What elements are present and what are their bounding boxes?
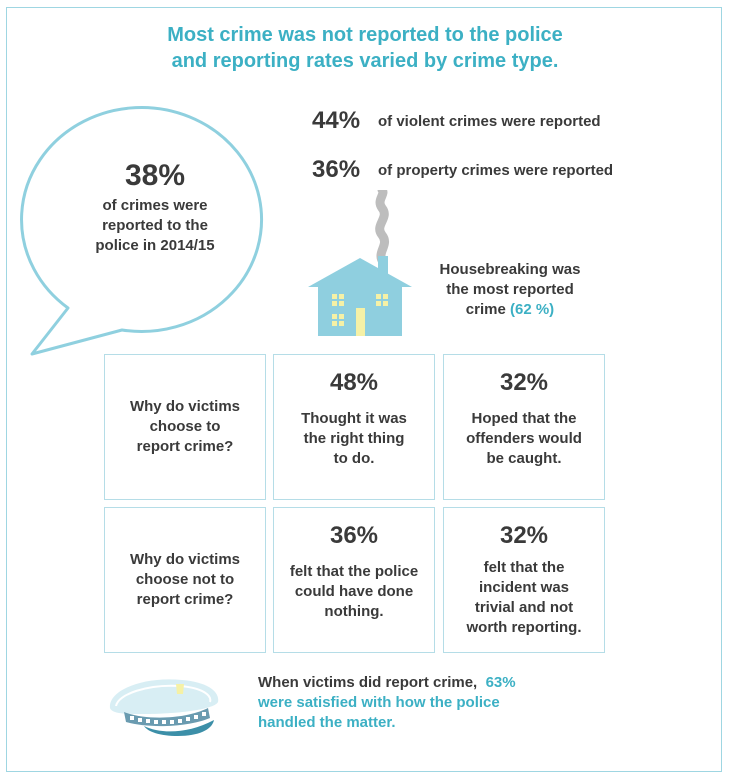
answer-line: Thought it was [301, 410, 407, 427]
answer-box-caught: 32% Hoped that the offenders would be ca… [443, 354, 605, 500]
answer-line: incident was [478, 579, 570, 596]
bubble-line-1: of crimes were [102, 197, 208, 214]
answer-percent: 36% [329, 522, 379, 549]
question-report-line-2: choose to [149, 418, 221, 435]
house-line-2: the most reported [446, 281, 574, 298]
answer-box-right-thing: 48% Thought it was the right thing to do… [273, 354, 435, 500]
house-line-3: crime [465, 301, 506, 318]
stat-property-text: of property crimes were reported [378, 161, 614, 179]
police-cap-icon [109, 679, 219, 736]
footer-line-2: were satisfied with how the police [258, 694, 500, 711]
answer-line: could have done [294, 583, 414, 600]
question-box-report: Why do victims choose to report crime? [104, 354, 266, 500]
question-not-report-line-2: choose not to [135, 571, 235, 588]
bubble-line-3: police in 2014/15 [95, 237, 215, 254]
answer-percent: 32% [499, 522, 549, 549]
answer-percent: 48% [329, 369, 379, 396]
question-box-not-report: Why do victims choose not to report crim… [104, 507, 266, 653]
answer-line: the right thing [303, 430, 405, 447]
house-caption: Housebreaking was the most reported crim… [425, 260, 595, 320]
answer-line: felt that the police [289, 563, 419, 580]
answer-line: offenders would [466, 430, 582, 447]
title-line-2: and reporting rates varied by crime type… [171, 50, 559, 72]
answer-box-police-nothing: 36% felt that the police could have done… [273, 507, 435, 653]
answer-percent: 32% [499, 369, 549, 396]
satisfaction-caption: When victims did report crime, 63% were … [258, 673, 598, 733]
answer-line: nothing. [324, 603, 384, 620]
answer-box-trivial: 32% felt that the incident was trivial a… [443, 507, 605, 653]
footer-line-3: handled the matter. [258, 714, 396, 731]
stat-property-percent: 36% [312, 156, 361, 183]
bubble-stat: 38% of crimes were reported to the polic… [60, 160, 250, 256]
answer-line: trivial and not [474, 599, 574, 616]
footer-line-1: When victims did report crime, [258, 674, 478, 691]
footer-accent: 63% [485, 674, 516, 691]
answer-line: worth reporting. [466, 619, 582, 636]
question-not-report-line-3: report crime? [136, 591, 234, 608]
house-accent: (62 %) [510, 301, 555, 318]
house-line-1: Housebreaking was [439, 261, 581, 278]
house-icon [308, 190, 412, 336]
stat-property: 36% of property crimes were reported [312, 156, 613, 184]
answer-line: felt that the [483, 559, 565, 576]
title-line-1: Most crime was not reported to the polic… [167, 24, 563, 46]
answer-line: Hoped that the [471, 410, 577, 427]
question-report-line-1: Why do victims [129, 398, 241, 415]
stat-violent: 44% of violent crimes were reported [312, 107, 601, 135]
bubble-line-2: reported to the [102, 217, 208, 234]
page-title: Most crime was not reported to the polic… [60, 22, 670, 74]
bubble-percent: 38% [124, 159, 186, 192]
stat-violent-text: of violent crimes were reported [378, 112, 601, 130]
question-report-line-3: report crime? [136, 438, 234, 455]
stat-violent-percent: 44% [312, 107, 361, 134]
infographic-frame [6, 7, 722, 772]
answer-line: to do. [333, 450, 375, 467]
answer-line: be caught. [486, 450, 562, 467]
question-not-report-line-1: Why do victims [129, 551, 241, 568]
